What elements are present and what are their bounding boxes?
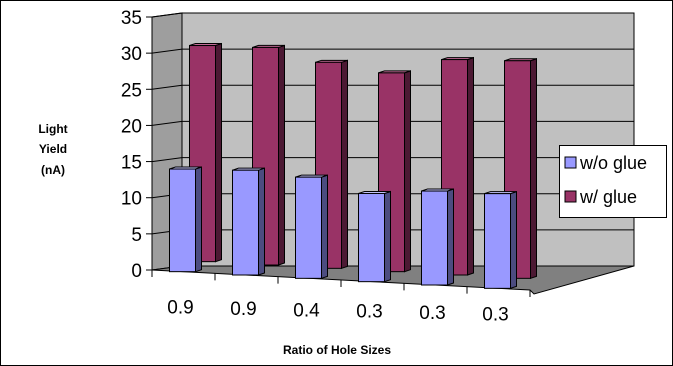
y-tick-labels: 0 5 10 15 20 25 30 35 (121, 8, 142, 282)
gridline (151, 48, 634, 54)
bar-wo-glue-side (195, 166, 202, 273)
y-axis-title-line-2: Yield (39, 142, 67, 156)
bar-w-glue-side (467, 56, 474, 276)
bar-w-glue-side (404, 70, 411, 273)
bar-wo-glue-front (232, 169, 259, 276)
legend-label-wo-glue: w/o glue (579, 153, 647, 173)
x-tick-labels: 0.9 0.9 0.4 0.3 0.3 0.3 (151, 270, 531, 325)
bar-wo-glue (169, 166, 202, 273)
y-axis-title-line-1: Light (38, 122, 67, 136)
y-tick-label: 35 (121, 8, 142, 29)
x-tick-label: 0.3 (419, 303, 445, 324)
legend-label-w-glue: w/ glue (579, 187, 637, 207)
bar-wo-glue (484, 190, 517, 290)
y-tick-label: 10 (121, 189, 142, 210)
y-tick-label: 30 (121, 44, 142, 65)
x-tick-label: 0.9 (230, 299, 256, 320)
gridline (151, 120, 634, 126)
bar-w-glue-side (278, 44, 285, 266)
bar-wo-glue-front (169, 168, 196, 273)
legend-swatch-w-glue (564, 190, 577, 203)
bar-wo-glue (421, 188, 454, 286)
series-wo-glue (169, 166, 517, 290)
series-w-glue (189, 42, 537, 280)
bar-wo-glue-side (510, 190, 517, 290)
legend: w/o glue w/ glue (559, 145, 667, 218)
gridline (151, 84, 634, 90)
bar-wo-glue-side (447, 188, 454, 286)
bar-wo-glue (358, 190, 391, 283)
bar-w-glue-side (215, 42, 222, 263)
legend-swatch-wo-glue (564, 156, 577, 169)
x-tick-label: 0.9 (167, 298, 193, 319)
x-tick-label: 0.3 (482, 304, 508, 325)
bar-w-glue-front (189, 45, 216, 263)
bar-wo-glue-front (484, 193, 511, 289)
bar-w-glue-side (341, 59, 348, 270)
bar-wo-glue-side (384, 190, 391, 283)
x-tick-label: 0.3 (356, 302, 382, 323)
y-tick-label: 5 (131, 225, 142, 246)
bar-wo-glue-front (295, 176, 322, 279)
x-tick-label: 0.4 (293, 300, 320, 321)
x-axis-title: Ratio of Hole Sizes (283, 343, 391, 357)
gridline (151, 157, 634, 163)
y-axis-title-line-3: (nA) (41, 163, 65, 177)
bar-w-glue (252, 44, 285, 266)
gridline (151, 12, 634, 18)
y-tick-label: 25 (121, 80, 142, 101)
bar-w-glue-side (530, 58, 537, 280)
y-axis (146, 16, 153, 271)
bar-w-glue (189, 42, 222, 263)
y-tick-label: 0 (131, 261, 142, 282)
bar-wo-glue-side (258, 167, 265, 276)
bar-wo-glue (232, 167, 265, 276)
bar-wo-glue (295, 174, 328, 280)
bar-wo-glue-front (358, 192, 385, 283)
y-tick-label: 20 (121, 116, 142, 137)
bar-wo-glue-front (421, 190, 448, 286)
legend-box (559, 145, 667, 218)
bar-wo-glue-side (321, 174, 328, 280)
y-tick-label: 15 (121, 153, 142, 174)
